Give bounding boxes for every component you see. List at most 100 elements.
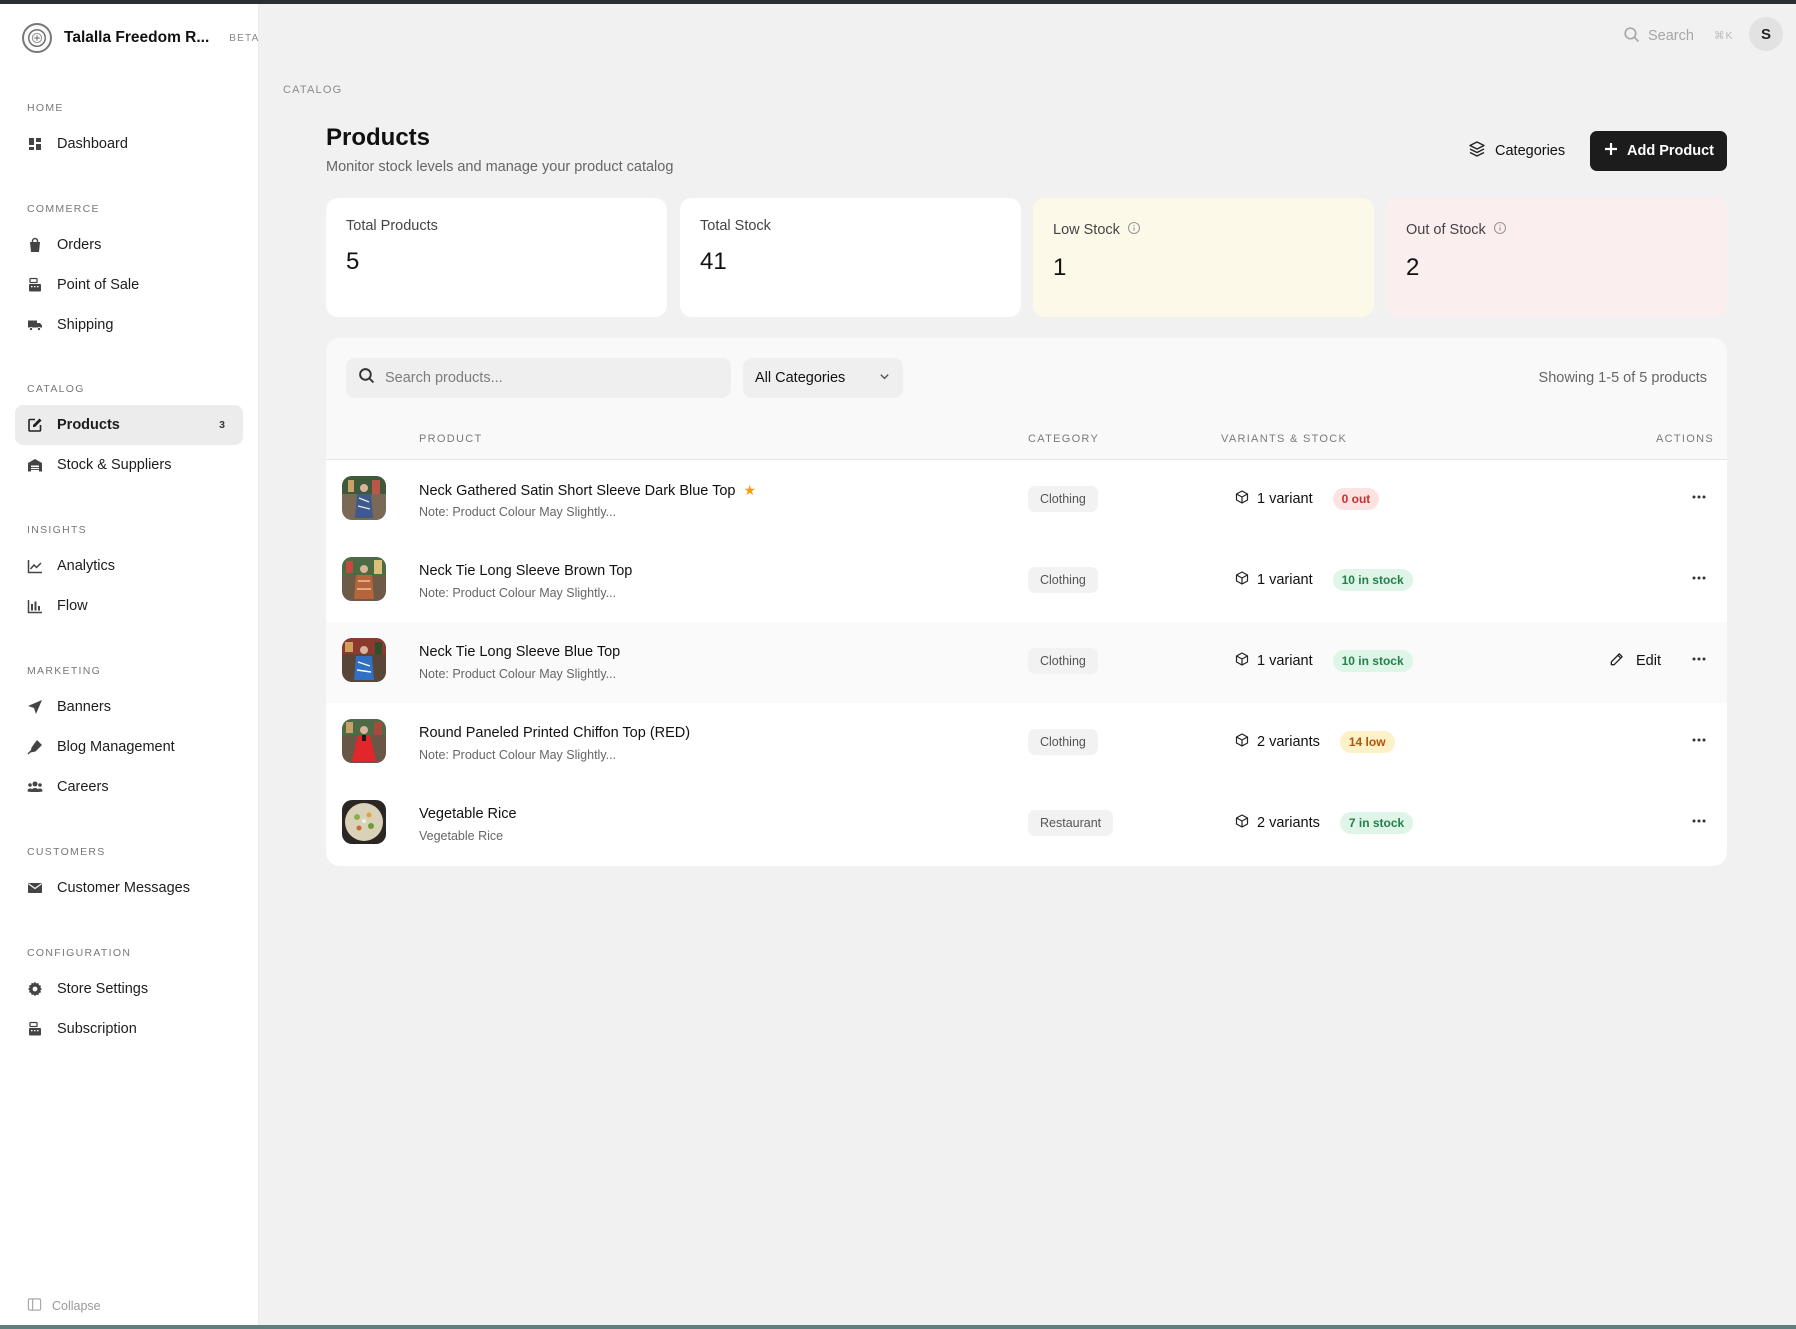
ellipsis-icon [1691,732,1707,753]
dashboard-icon [27,136,43,152]
column-header-category: CATEGORY [1028,433,1100,445]
stat-label-row: Out of Stock [1406,221,1707,239]
categories-button-label: Categories [1495,143,1566,159]
sidebar-item-label: Analytics [57,558,116,574]
table-row[interactable]: Round Paneled Printed Chiffon Top (RED) … [326,703,1727,784]
stock-badge: 7 in stock [1339,812,1414,834]
stat-value: 41 [700,248,727,275]
product-search[interactable] [346,358,731,398]
line-chart-icon [27,558,43,574]
more-actions-button[interactable] [1687,569,1711,591]
category-badge: Restaurant [1028,810,1114,836]
add-product-button[interactable]: Add Product [1590,131,1727,171]
global-search-button[interactable]: Search ⌘K [1623,22,1732,50]
ellipsis-icon [1691,570,1707,591]
nav-section-marketing: MARKETING [27,665,102,677]
more-actions-button[interactable] [1687,812,1711,834]
product-name-text: Neck Tie Long Sleeve Blue Top [419,644,621,660]
edit-square-icon [27,417,43,433]
sidebar-item-careers[interactable]: Careers [15,767,243,807]
breadcrumb: CATALOG [283,84,343,96]
product-thumbnail [342,557,386,601]
sidebar-item-analytics[interactable]: Analytics [15,546,243,586]
sidebar-item-store-settings[interactable]: Store Settings [15,969,243,1009]
pen-nib-icon [27,739,43,755]
users-icon [27,779,43,795]
stat-value: 2 [1406,254,1420,281]
gear-icon [27,981,43,997]
sidebar-item-stock-suppliers[interactable]: Stock & Suppliers [15,445,243,485]
sidebar: Talalla Freedom R... BETA HOME Dashboard… [0,4,259,1325]
table-row[interactable]: Neck Tie Long Sleeve Blue Top Note: Prod… [326,622,1727,703]
stat-card-total-stock: Total Stock 41 [680,198,1021,317]
category-filter-value: All Categories [755,370,846,386]
product-name[interactable]: Vegetable Rice [419,806,517,822]
product-thumbnail [342,800,386,844]
box-icon [1235,490,1249,508]
collapse-sidebar-button[interactable]: Collapse [27,1297,101,1315]
variants-stock: 1 variant 10 in stock [1235,648,1413,674]
star-icon: ★ [743,482,757,498]
categories-button[interactable]: Categories [1456,131,1577,171]
cash-register-icon [27,277,43,293]
edit-button[interactable]: Edit [1609,648,1661,674]
table-row[interactable]: Neck Gathered Satin Short Sleeve Dark Bl… [326,460,1727,541]
more-actions-button[interactable] [1687,488,1711,510]
product-name[interactable]: Neck Tie Long Sleeve Blue Top [419,644,620,660]
layers-icon [1468,140,1486,162]
nav-section-configuration: CONFIGURATION [27,947,132,959]
pencil-icon [1609,652,1624,671]
product-note: Note: Product Colour May Slightly... [419,505,617,519]
sidebar-item-blog-management[interactable]: Blog Management [15,727,243,767]
stock-badge: 0 out [1332,488,1380,510]
product-name[interactable]: Neck Gathered Satin Short Sleeve Dark Bl… [419,482,756,499]
brand[interactable]: Talalla Freedom R... BETA [22,22,259,54]
variant-count: 1 variant [1257,491,1313,507]
sidebar-item-dashboard[interactable]: Dashboard [15,124,243,164]
stock-badge: 10 in stock [1332,650,1413,672]
more-actions-button[interactable] [1687,650,1711,672]
avatar[interactable]: S [1749,17,1783,51]
sidebar-item-customer-messages[interactable]: Customer Messages [15,868,243,908]
add-product-button-label: Add Product [1627,143,1714,159]
product-name-text: Neck Gathered Satin Short Sleeve Dark Bl… [419,482,736,499]
sidebar-item-shipping[interactable]: Shipping [15,305,243,345]
info-icon[interactable] [1127,221,1141,239]
truck-icon [27,317,43,333]
warehouse-icon [27,457,43,473]
category-filter-select[interactable]: All Categories [743,358,903,398]
search-input[interactable] [385,370,705,386]
brand-name: Talalla Freedom R... [64,29,210,46]
window-bottom-edge [0,1325,1796,1329]
sidebar-item-products[interactable]: Products 3 [15,405,243,445]
sidebar-item-flow[interactable]: Flow [15,586,243,626]
beta-badge: BETA [229,32,260,44]
column-header-product: PRODUCT [419,433,483,445]
brand-logo [22,23,52,53]
product-name-text: Neck Tie Long Sleeve Brown Top [419,563,633,579]
sidebar-item-orders[interactable]: Orders [15,225,243,265]
ellipsis-icon [1691,651,1707,672]
page-subtitle: Monitor stock levels and manage your pro… [326,159,674,175]
table-row[interactable]: Neck Tie Long Sleeve Brown Top Note: Pro… [326,541,1727,622]
category-badge: Clothing [1028,729,1098,755]
variant-count: 2 variants [1257,734,1320,750]
product-name[interactable]: Round Paneled Printed Chiffon Top (RED) [419,725,690,741]
ellipsis-icon [1691,813,1707,834]
nav-section-home: HOME [27,102,64,114]
sidebar-item-label: Orders [57,237,102,253]
table-row[interactable]: Vegetable Rice Vegetable Rice Restaurant… [326,784,1727,865]
variants-stock: 1 variant 10 in stock [1235,567,1413,593]
info-icon[interactable] [1493,221,1507,239]
product-thumbnail [342,476,386,520]
more-actions-button[interactable] [1687,731,1711,753]
sidebar-item-subscription[interactable]: Subscription [15,1009,243,1049]
product-name[interactable]: Neck Tie Long Sleeve Brown Top [419,563,632,579]
sidebar-item-banners[interactable]: Banners [15,687,243,727]
collapse-label: Collapse [52,1299,101,1313]
sidebar-item-point-of-sale[interactable]: Point of Sale [15,265,243,305]
box-icon [1235,814,1249,832]
sidebar-item-label: Products [57,417,120,433]
cash-register-icon [27,1021,43,1037]
product-note: Note: Product Colour May Slightly... [419,667,617,681]
